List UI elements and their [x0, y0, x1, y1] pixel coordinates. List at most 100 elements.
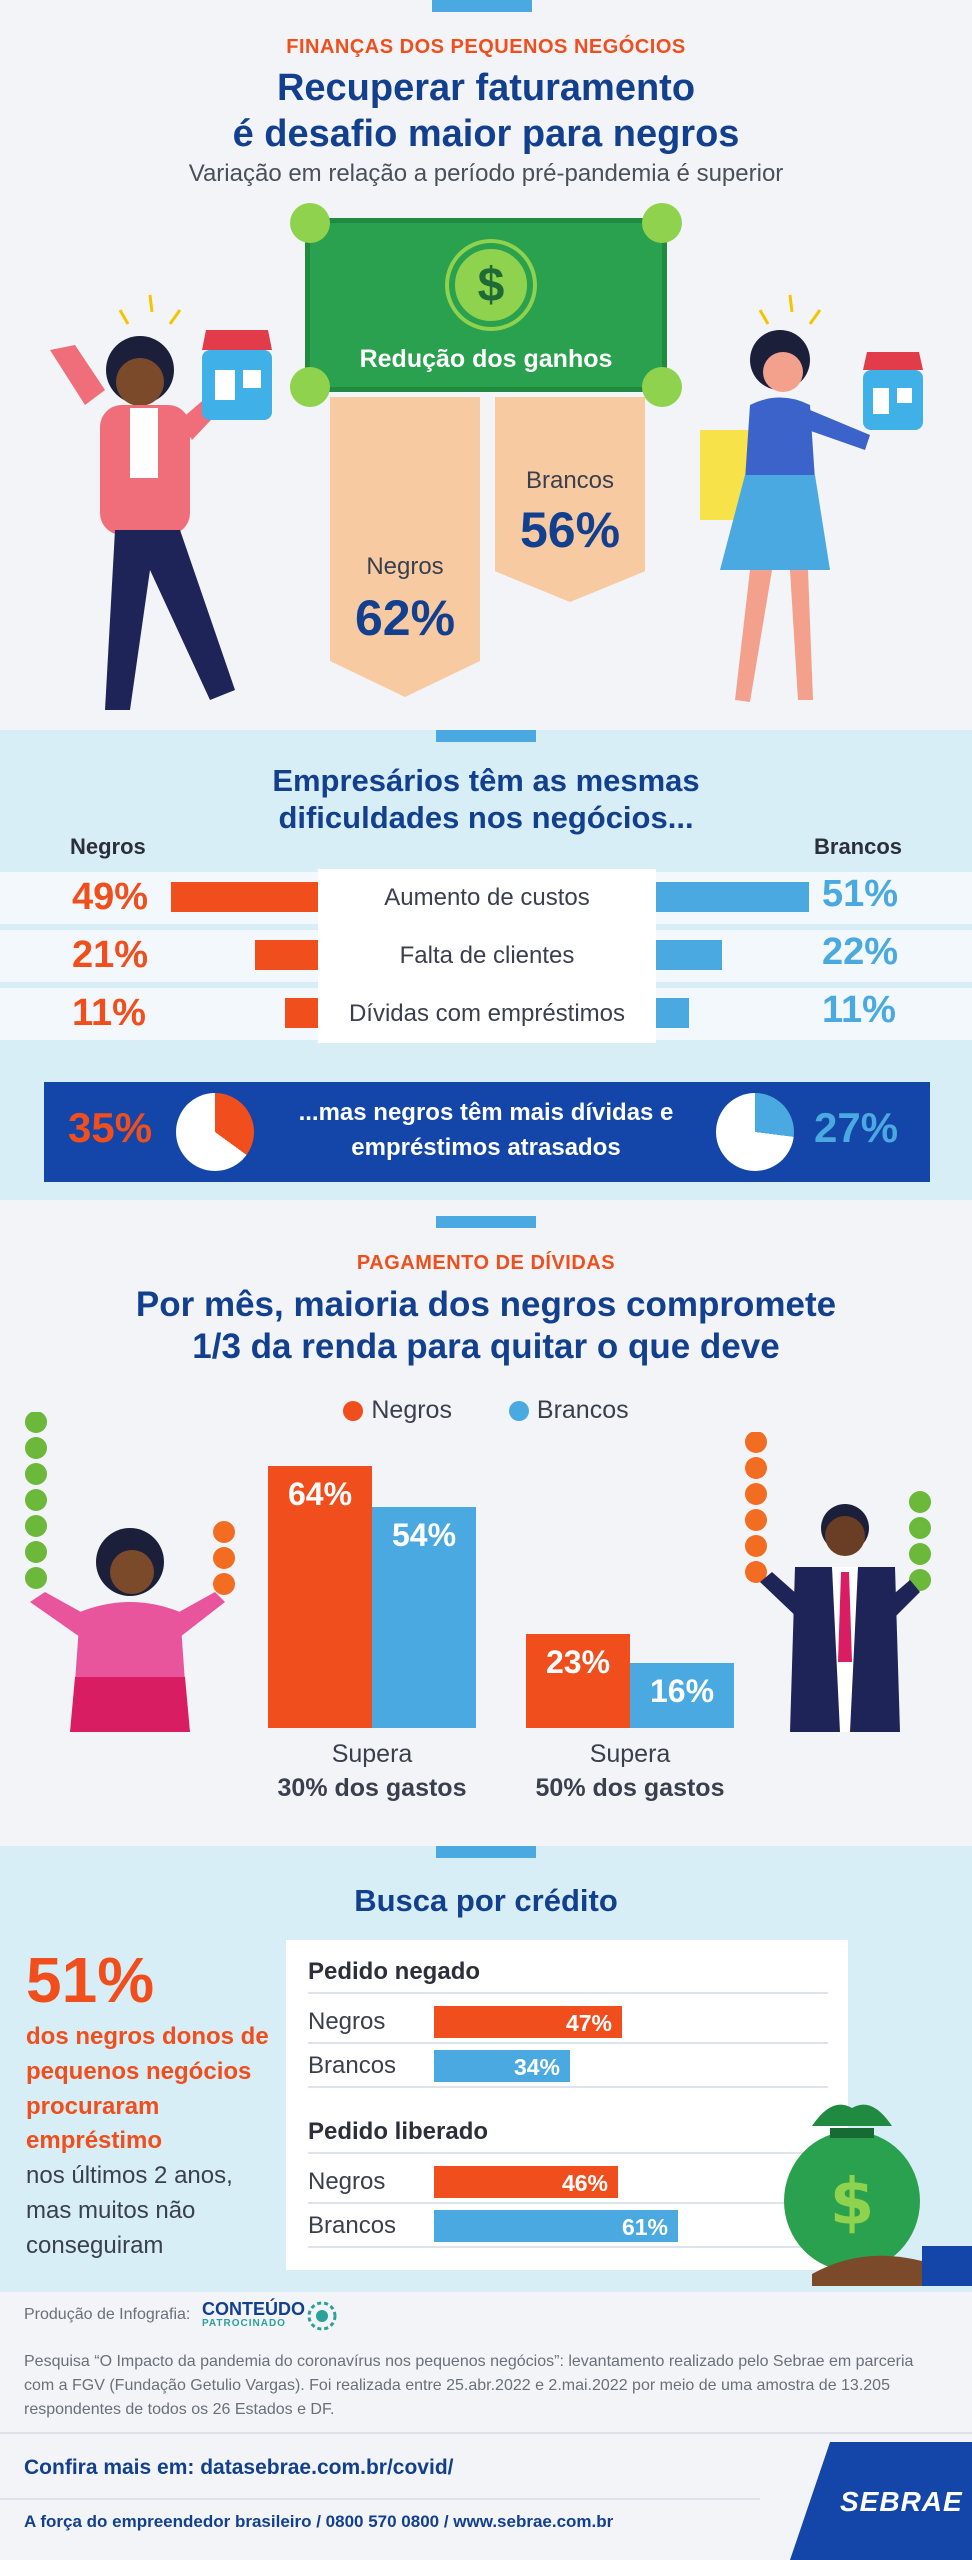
- sparkle-icon: [118, 294, 182, 325]
- difficulty-label: Aumento de custos: [318, 869, 656, 927]
- title-line-2: é desafio maior para negros: [232, 112, 740, 155]
- difficulty-brancos-pct: 22%: [822, 931, 899, 973]
- tagline: A força do empreendedor brasileiro / 080…: [24, 2512, 614, 2531]
- store-icon: [863, 352, 923, 430]
- difficulty-brancos-bar: [656, 882, 809, 912]
- difficulty-negros-pct: 21%: [72, 934, 149, 976]
- partner-logo-icon: [307, 2301, 337, 2331]
- top-accent-bar: [432, 0, 532, 12]
- debt-text-line-1: ...mas negros têm mais dívidas e: [298, 1099, 674, 1126]
- man-with-store-illustration: [50, 294, 272, 710]
- difficulty-negros-pct: 11%: [72, 992, 146, 1034]
- bar-value: 64%: [287, 1476, 353, 1512]
- category-label-line-1: Supera: [331, 1740, 413, 1768]
- category-label-30: Supera 30% dos gastos: [268, 1738, 476, 1806]
- legend-item-negros: Negros: [343, 1396, 452, 1424]
- row-label: Negros: [308, 2008, 386, 2035]
- sparkle-icon: [758, 294, 822, 325]
- orange-coin-stack-icon: [213, 1521, 235, 1595]
- payment-section: PAGAMENTO DE DÍVIDAS Por mês, maioria do…: [0, 1200, 972, 1846]
- credit-title: Busca por crédito: [354, 1883, 618, 1918]
- difficulty-label: Falta de clientes: [318, 927, 656, 985]
- section-accent-bar: [436, 1216, 536, 1228]
- difficulties-title-line-1: Empresários têm as mesmas: [272, 763, 700, 798]
- legend-dot-negros: [343, 1401, 364, 1422]
- payment-kicker: PAGAMENTO DE DÍVIDAS: [356, 1252, 616, 1274]
- money-bill-icon: $ Redução dos ganhos: [290, 203, 682, 407]
- bill-label: Redução dos ganhos: [359, 345, 613, 373]
- arrow-negros-label: Negros: [366, 553, 444, 580]
- approved-brancos-bar: 61%: [434, 2210, 678, 2242]
- bar-negros-30: 64%: [268, 1466, 372, 1728]
- green-coin-stack-icon: [909, 1491, 931, 1591]
- category-label-50: Supera 50% dos gastos: [526, 1738, 734, 1806]
- footer-divider: [0, 2498, 760, 2500]
- bar-value: 34%: [513, 2054, 560, 2080]
- category-label-line-1: Supera: [589, 1740, 671, 1768]
- credit-stat-block: 51% dos negros donos de pequenos negócio…: [26, 1948, 276, 2264]
- difficulty-brancos-pct: 51%: [822, 873, 899, 915]
- bar-value: 16%: [649, 1672, 715, 1709]
- divider: [308, 1992, 828, 1994]
- credit-card: Pedido negado Negros 47% Brancos 34% Ped…: [286, 1940, 848, 2270]
- difficulty-label: Dívidas com empréstimos: [318, 985, 656, 1043]
- woman-with-coins-illustration: [25, 1412, 235, 1732]
- more-link[interactable]: Confira mais em: datasebrae.com.br/covid…: [24, 2456, 454, 2479]
- difficulties-title-line-2: dificuldades nos negócios...: [278, 800, 694, 836]
- bar-brancos-30: 54%: [372, 1506, 476, 1728]
- col-head-negros: Negros: [70, 834, 146, 859]
- debt-negros-pie: [176, 1093, 254, 1171]
- partner-logo: CONTEÚDO PATROCINADO: [202, 2300, 305, 2329]
- debt-negros-pct: 35%: [68, 1104, 153, 1151]
- sebrae-logo: SEBRAE: [790, 2442, 972, 2560]
- sebrae-logo-text: SEBRAE: [840, 2486, 963, 2517]
- chart-legend: Negros Brancos: [0, 1396, 972, 1425]
- woman-with-store-illustration: [700, 294, 923, 702]
- partner-logo-line-1: CONTEÚDO: [202, 2299, 305, 2319]
- credit-section: Busca por crédito 51% dos negros donos d…: [0, 1846, 972, 2292]
- difficulties-section: Empresários têm as mesmas dificuldades n…: [0, 730, 972, 1200]
- bar-value: 23%: [545, 1643, 611, 1680]
- arrow-brancos-value: 56%: [519, 502, 621, 558]
- legend-label-negros: Negros: [371, 1396, 452, 1424]
- debt-callout: 35% ...mas negros têm mais dívidas e emp…: [44, 1082, 930, 1182]
- approved-brancos-row: Brancos 61%: [308, 2204, 828, 2248]
- debt-brancos-pct: 27%: [814, 1104, 899, 1151]
- legend-item-brancos: Brancos: [508, 1396, 629, 1424]
- debt-text-line-2: empréstimos atrasados: [351, 1133, 621, 1161]
- approved-negros-bar: 46%: [434, 2166, 618, 2198]
- store-icon: [202, 330, 272, 420]
- orange-coin-stack-icon: [745, 1432, 767, 1583]
- man-with-coins-illustration: [745, 1432, 931, 1732]
- payment-title: Por mês, maioria dos negros compromete 1…: [0, 1284, 972, 1368]
- denied-negros-bar: 47%: [434, 2006, 622, 2038]
- denied-title: Pedido negado: [308, 1958, 481, 1985]
- debt-callout-text: ...mas negros têm mais dívidas e emprést…: [276, 1096, 696, 1166]
- arrow-brancos: Brancos 56%: [495, 397, 645, 602]
- difficulty-brancos-bar: [656, 940, 722, 970]
- arrow-negros: Negros 62%: [330, 397, 480, 697]
- bar-negros-50: 23%: [526, 1633, 630, 1728]
- difficulty-negros-bar: [255, 940, 318, 970]
- difficulty-negros-bar: [171, 882, 318, 912]
- divider: [308, 2152, 828, 2154]
- page-title: Recuperar faturamento é desafio maior pa…: [0, 66, 972, 157]
- section-accent-bar: [436, 730, 536, 742]
- difficulty-brancos-pct: 11%: [822, 989, 896, 1031]
- difficulty-negros-bar: [285, 998, 318, 1028]
- col-head-brancos: Brancos: [814, 834, 903, 859]
- denied-brancos-row: Brancos 34%: [308, 2044, 828, 2088]
- legend-dot-brancos: [508, 1401, 529, 1422]
- difficulty-brancos-bar: [656, 998, 689, 1028]
- source-note: Pesquisa “O Impacto da pandemia do coron…: [24, 2353, 914, 2418]
- title-line-1: Recuperar faturamento: [276, 67, 696, 109]
- denied-brancos-bar: 34%: [434, 2050, 570, 2082]
- row-label: Brancos: [308, 2052, 397, 2079]
- section-kicker: FINANÇAS DOS PEQUENOS NEGÓCIOS: [286, 36, 686, 58]
- credit-stat-bold: dos negros donos de pequenos negócios pr…: [26, 2023, 269, 2155]
- bar-value: 46%: [561, 2170, 608, 2196]
- row-label: Negros: [308, 2168, 386, 2195]
- money-bag-symbol: $: [830, 2166, 875, 2240]
- bar-value: 47%: [565, 2010, 612, 2036]
- debt-brancos-pie: [716, 1093, 794, 1171]
